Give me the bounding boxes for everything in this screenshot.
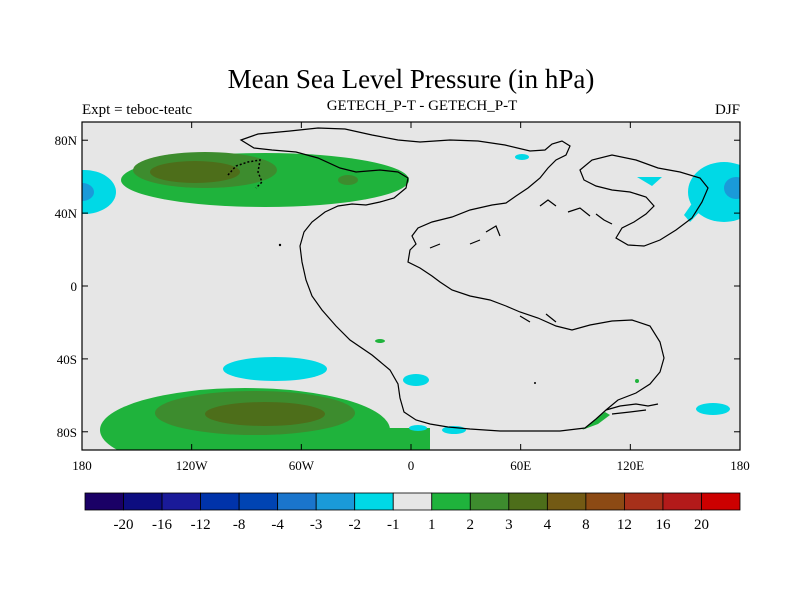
x-axis: 180 120W 60W 0 60E 120E 180	[72, 122, 750, 473]
tethys-islands	[429, 199, 613, 323]
y-tick-label: 80N	[55, 133, 78, 148]
dashed-coastline	[227, 159, 263, 189]
southern-ocean-high-center	[205, 402, 325, 426]
colorbar-label: -16	[152, 517, 172, 533]
south-atlantic-positive	[375, 339, 385, 343]
colorbar-swatch	[238, 492, 279, 511]
y-tick-label: 80S	[57, 425, 77, 440]
y-axis: 80N 40N 0 40S 80S	[55, 133, 740, 440]
colorbar-swatch	[123, 492, 163, 511]
island-dot-2	[534, 382, 536, 384]
colorbar-label: 2	[467, 517, 475, 533]
colorbar: -20 -16 -12 -8 -4 -3 -2 -1 1 2 3 4 8 12 16 20	[84, 492, 741, 533]
colorbar-swatch	[277, 492, 317, 511]
colorbar-swatch	[354, 492, 394, 511]
east-edge-low-core	[724, 177, 740, 199]
x-tick-label: 120E	[617, 458, 645, 473]
colorbar-label: 16	[655, 517, 671, 533]
west-edge-low-core	[82, 183, 94, 201]
colorbar-label: 4	[544, 517, 552, 533]
y-tick-label: 0	[71, 279, 78, 294]
coastlines	[239, 127, 709, 432]
south-indian-low	[403, 374, 429, 386]
southern-ocean-high-tail	[280, 428, 430, 450]
colorbar-swatch	[161, 492, 201, 511]
colorbar-label: 20	[694, 517, 709, 533]
y-tick-label: 40S	[57, 352, 77, 367]
colorbar-label: -12	[191, 517, 211, 533]
colorbar-swatch	[546, 492, 587, 511]
arctic-low	[515, 154, 529, 160]
colorbar-label: -4	[271, 517, 284, 533]
x-tick-label: 180	[730, 458, 750, 473]
colorbar-label: -8	[233, 517, 246, 533]
nw-pacific-low	[637, 177, 662, 186]
y-tick-label: 40N	[55, 206, 78, 221]
colorbar-label: 8	[582, 517, 590, 533]
colorbar-label: 1	[428, 517, 436, 533]
chart-title: Mean Sea Level Pressure (in hPa)	[228, 64, 595, 94]
x-tick-label: 60E	[510, 458, 531, 473]
south-atlantic-low	[223, 357, 327, 381]
colorbar-label: -3	[310, 517, 323, 533]
x-tick-label: 60W	[289, 458, 315, 473]
antarctic-peninsula	[605, 403, 659, 415]
x-tick-label: 180	[72, 458, 92, 473]
colorbar-swatch	[701, 492, 741, 511]
colorbar-label: 3	[505, 517, 513, 533]
subtitle-left: Expt = teboc-teatc	[82, 102, 192, 118]
china-block-coastline	[579, 154, 709, 247]
north-atlantic-patch	[338, 175, 358, 185]
colorbar-swatch	[431, 492, 471, 511]
subtitle-center: GETECH_P-T - GETECH_P-T	[327, 98, 518, 114]
colorbar-swatch	[84, 492, 124, 511]
colorbar-swatch	[508, 492, 548, 511]
colorbar-label: -1	[387, 517, 400, 533]
north-pacific-high-center	[150, 161, 240, 183]
colorbar-swatch	[662, 492, 702, 511]
colorbar-swatch	[469, 492, 510, 511]
south-pacific-low	[696, 403, 730, 415]
colorbar-swatch	[315, 492, 356, 511]
colorbar-swatch	[200, 492, 240, 511]
x-tick-label: 0	[408, 458, 415, 473]
island-dot-1	[278, 243, 282, 247]
subtitle-right: DJF	[715, 102, 740, 118]
colorbar-swatch	[392, 492, 433, 511]
map-panel	[81, 121, 741, 451]
pangaea-coastline	[239, 127, 665, 432]
colorbar-label: -2	[348, 517, 361, 533]
west-edge-low	[82, 170, 116, 214]
colorbar-swatch	[624, 492, 664, 511]
antarctic-low-1	[409, 425, 427, 431]
east-edge-low	[688, 162, 740, 222]
colorbar-label: 12	[617, 517, 632, 533]
colorbar-label: -20	[114, 517, 134, 533]
x-tick-label: 120W	[176, 458, 209, 473]
south-indian-positive	[635, 379, 639, 383]
colorbar-swatch	[585, 492, 625, 511]
